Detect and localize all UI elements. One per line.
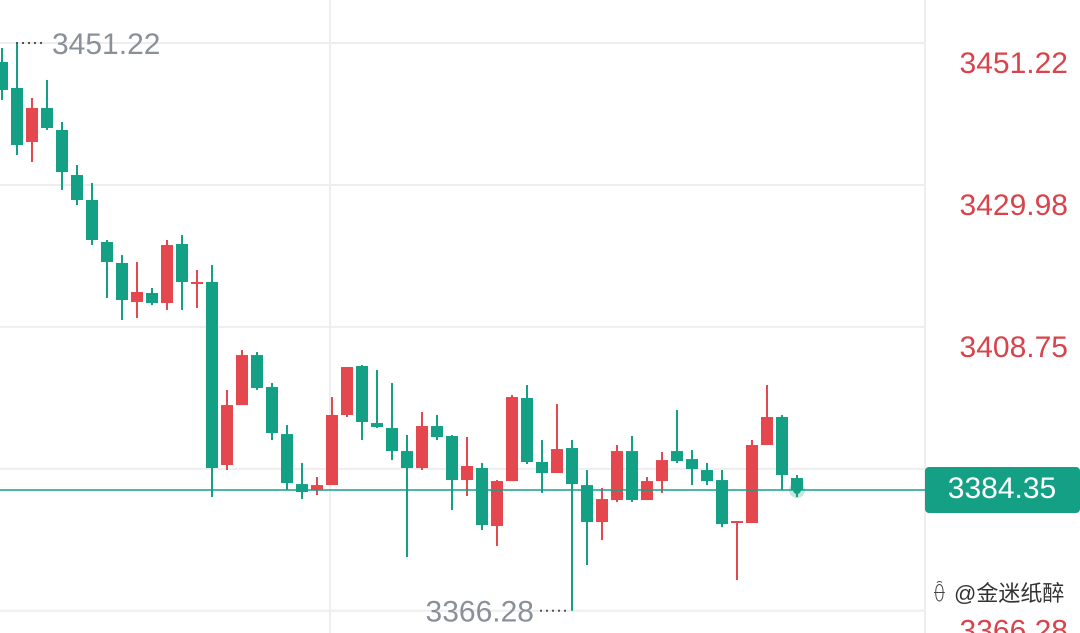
candle-body	[701, 470, 713, 482]
candle-body	[566, 448, 578, 485]
candle-body	[731, 521, 743, 524]
candle-body	[266, 386, 278, 434]
candle-body	[506, 397, 518, 482]
candle-body	[431, 426, 443, 437]
candles	[0, 42, 925, 611]
candle-body	[686, 459, 698, 470]
candle-body	[191, 281, 203, 284]
grid	[0, 41, 925, 612]
candle-body	[716, 480, 728, 525]
candle-body	[611, 451, 623, 501]
candle-body	[461, 466, 473, 481]
candle-body	[11, 87, 23, 145]
candle-body	[71, 175, 83, 201]
candle-body	[791, 478, 803, 491]
candle-body	[206, 281, 218, 469]
candle-body	[596, 499, 608, 523]
candle-body	[296, 484, 308, 493]
candle-body	[221, 405, 233, 466]
candle-body	[401, 451, 413, 469]
candle-body	[761, 417, 773, 446]
last-price-dot	[793, 486, 801, 495]
watermark-text: @金迷纸醉	[954, 581, 1064, 606]
candle-body	[386, 428, 398, 452]
candle-body	[656, 460, 668, 482]
candle-body	[776, 417, 788, 476]
candle-body	[551, 449, 563, 474]
candle-body	[446, 435, 458, 481]
candle-body	[0, 61, 8, 90]
candle-body	[371, 423, 383, 428]
last-price-box	[925, 467, 1080, 514]
candle-body	[356, 366, 368, 423]
watermark: ꂶ @金迷纸醉	[932, 581, 1064, 606]
candle-body	[41, 107, 53, 129]
max-marker-label: 3451.22	[52, 28, 160, 61]
candle-body	[521, 398, 533, 462]
candle-body	[281, 434, 293, 484]
candle-body	[236, 355, 248, 406]
candle-body	[161, 245, 173, 304]
candle-body	[341, 367, 353, 416]
candle-body	[176, 244, 188, 282]
y-tick-label: 3408.75	[960, 331, 1068, 364]
candle-body	[56, 129, 68, 173]
last-price-label: 3384.35	[948, 472, 1056, 505]
y-tick-label: 3429.98	[960, 189, 1068, 222]
y-tick-label: 3366.28	[960, 615, 1068, 633]
candle-body	[251, 355, 263, 388]
candle-body	[746, 445, 758, 524]
candle-body	[131, 291, 143, 303]
candle-body	[626, 451, 638, 501]
candle-body	[476, 468, 488, 526]
watermark-icon: ꂶ	[932, 581, 947, 606]
candle-body	[146, 293, 158, 304]
candle-body	[101, 241, 113, 262]
candle-body	[581, 485, 593, 523]
y-tick-label: 3451.22	[960, 47, 1068, 80]
candle-body	[116, 262, 128, 301]
candle-body	[26, 107, 38, 142]
axis-labels: 3451.223429.983408.753387.513366.283384.…	[16, 28, 1080, 633]
candle-body	[671, 451, 683, 462]
min-marker-label: 3366.28	[426, 596, 534, 629]
candle-body	[86, 200, 98, 240]
candle-body	[416, 426, 428, 469]
candle-body	[536, 461, 548, 474]
candle-body	[326, 415, 338, 486]
candle-body	[491, 481, 503, 527]
candle-body	[311, 485, 323, 491]
